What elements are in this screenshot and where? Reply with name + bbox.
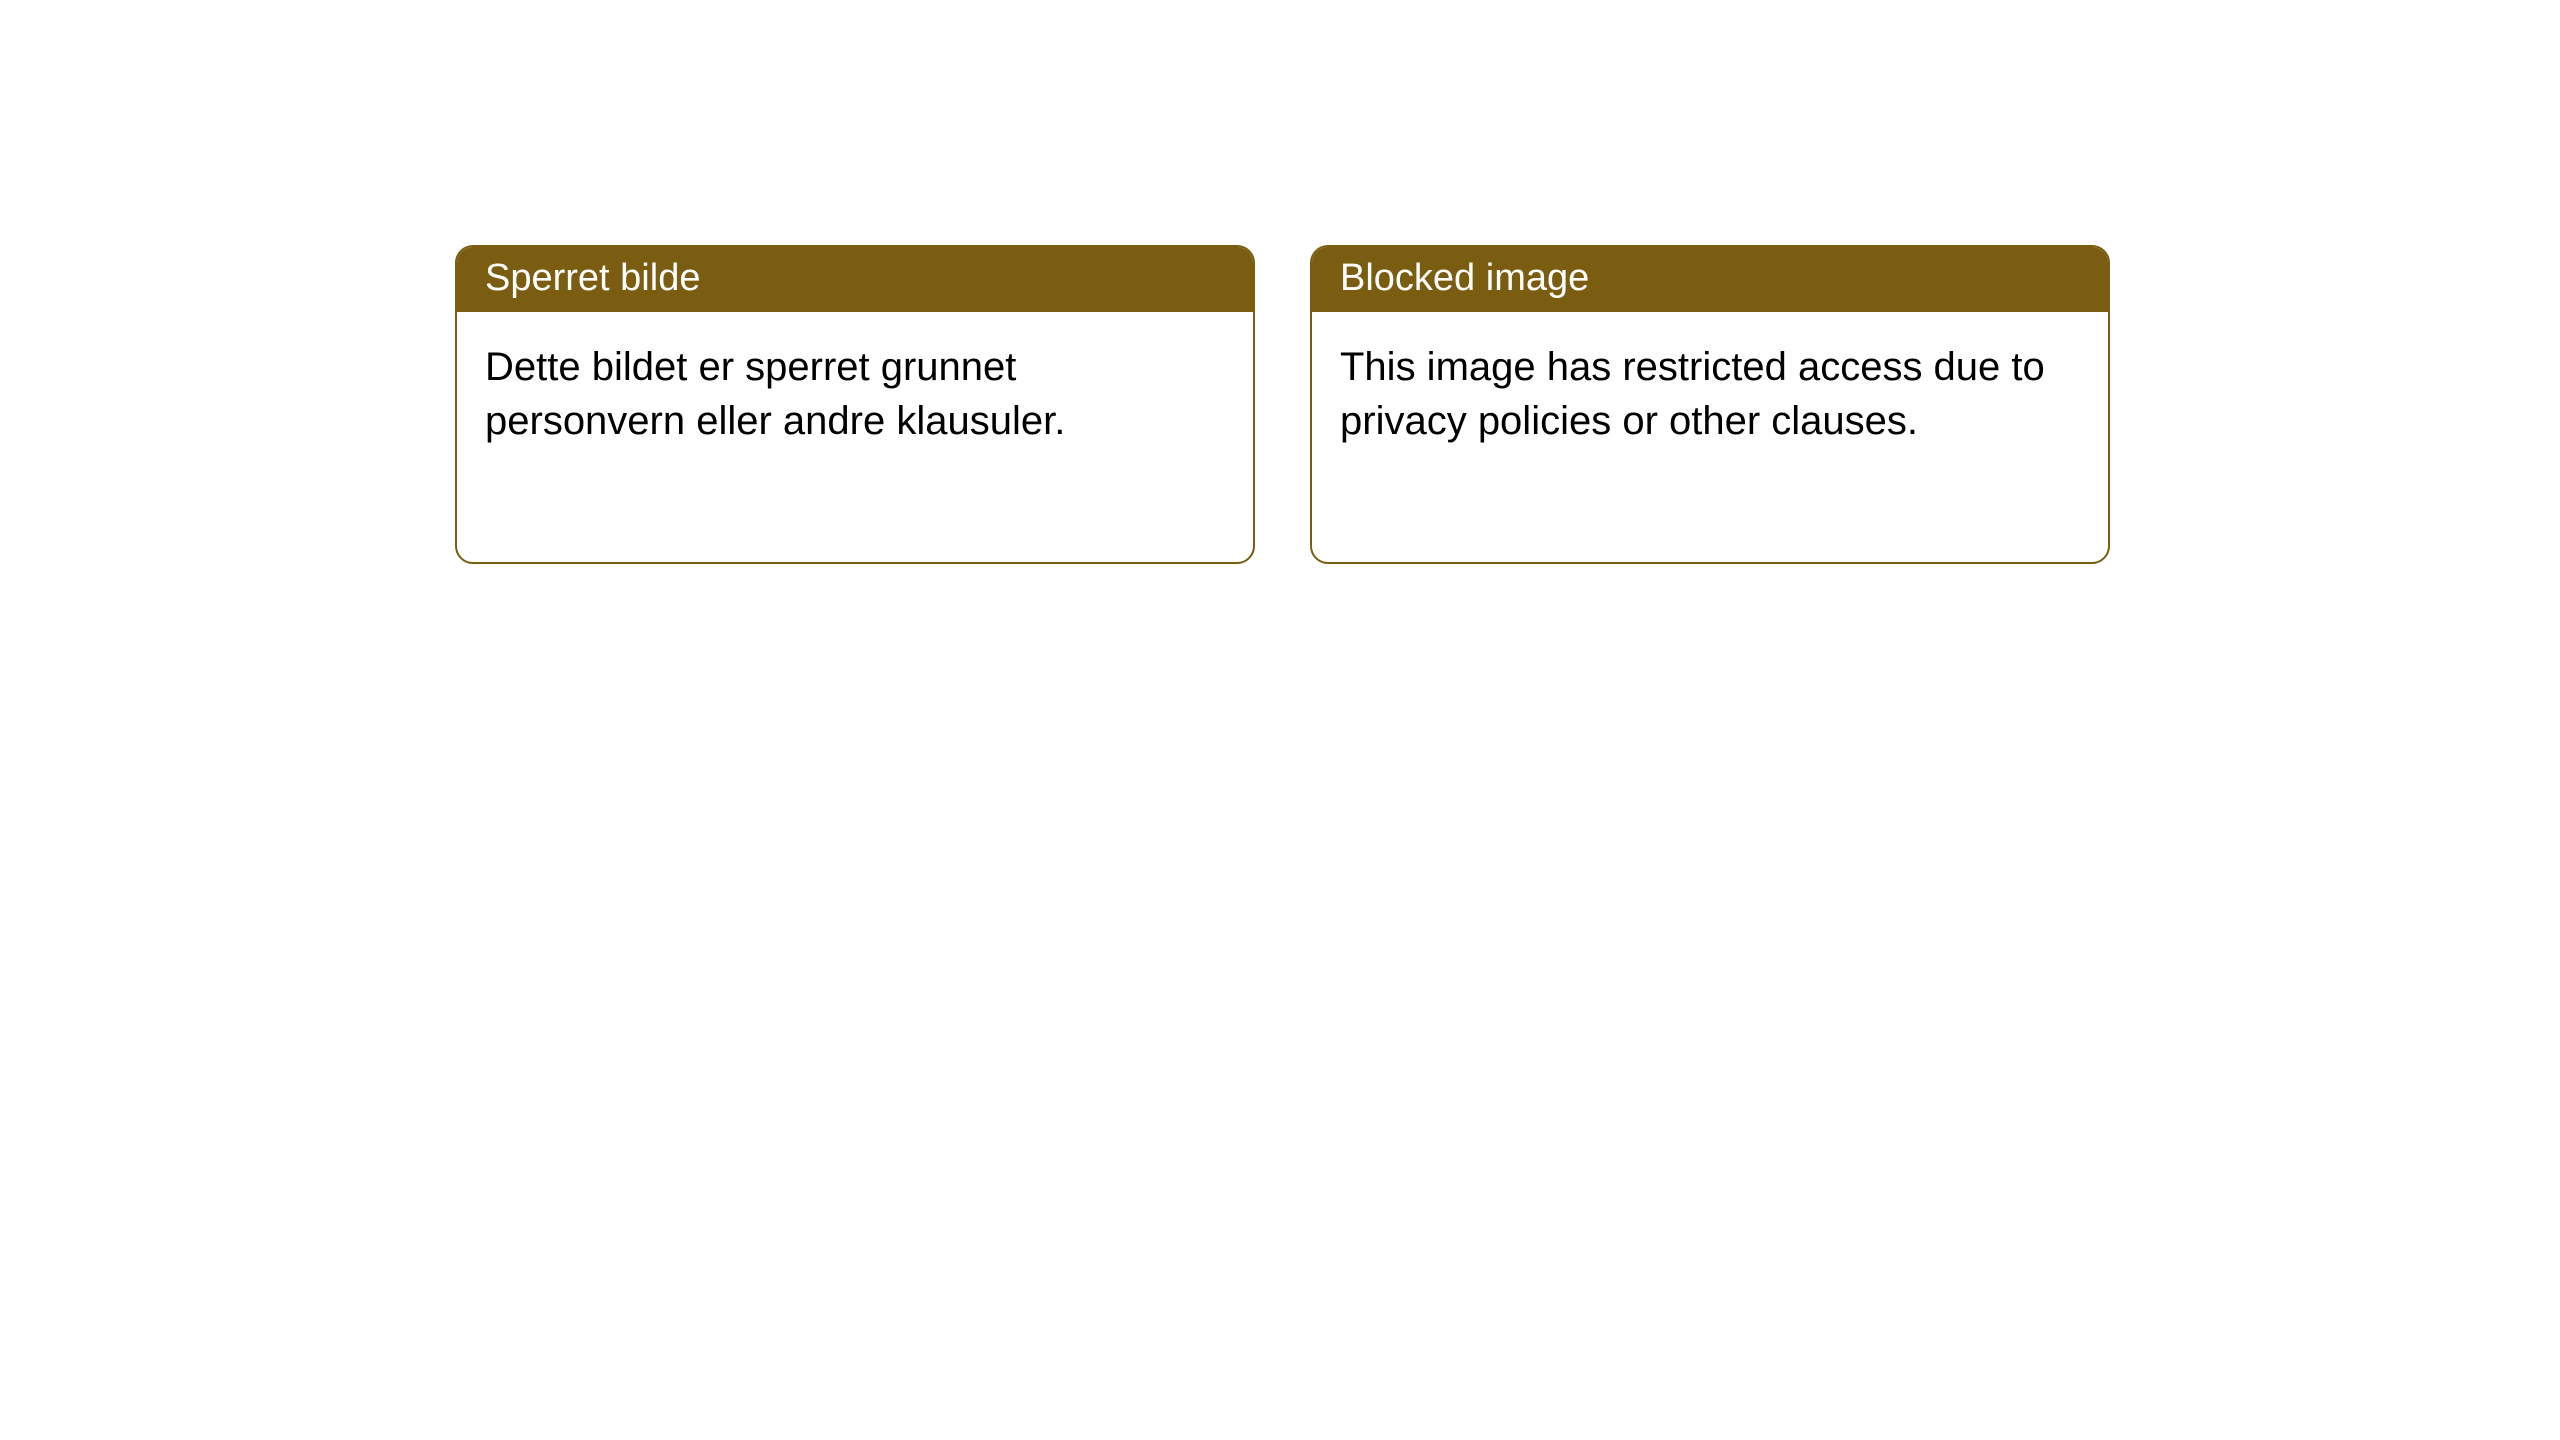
notice-body: This image has restricted access due to … <box>1312 312 2108 562</box>
notice-body: Dette bildet er sperret grunnet personve… <box>457 312 1253 562</box>
notice-card-norwegian: Sperret bilde Dette bildet er sperret gr… <box>455 245 1255 564</box>
notice-header: Sperret bilde <box>457 247 1253 312</box>
notice-card-english: Blocked image This image has restricted … <box>1310 245 2110 564</box>
notice-container: Sperret bilde Dette bildet er sperret gr… <box>455 245 2110 564</box>
notice-header: Blocked image <box>1312 247 2108 312</box>
